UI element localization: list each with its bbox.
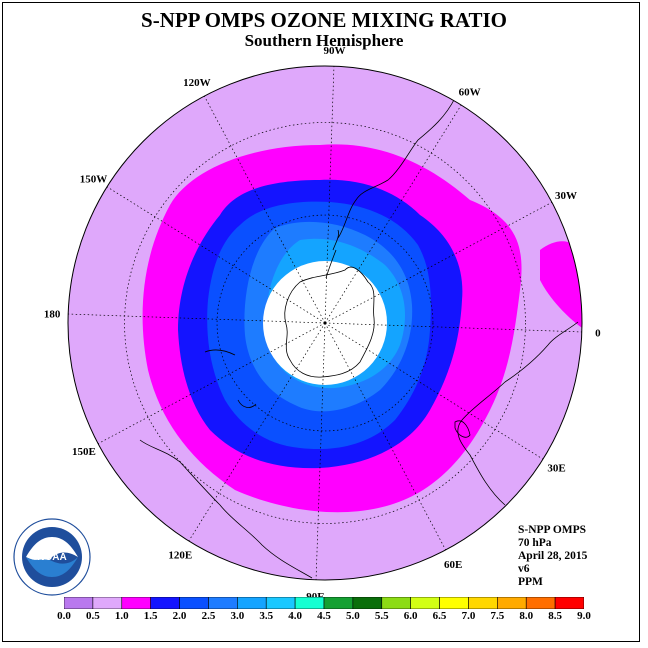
australia-coastline bbox=[139, 439, 313, 579]
graticule bbox=[68, 66, 582, 580]
map-title: S-NPP OMPS OZONE MIXING RATIO bbox=[141, 8, 507, 32]
colorbar-swatch bbox=[525, 597, 556, 609]
map-boundary bbox=[67, 65, 583, 581]
meridian-line bbox=[324, 322, 446, 551]
colorbar-tick-label: 3.5 bbox=[259, 610, 274, 622]
colorbar-swatch bbox=[92, 597, 123, 609]
south-pole-marker bbox=[323, 321, 327, 325]
new-zealand-coastline bbox=[204, 349, 257, 408]
colorbar-swatch bbox=[64, 597, 94, 609]
colorbar-swatch bbox=[439, 597, 469, 609]
colorbar-swatch bbox=[468, 597, 498, 609]
longitude-label: 180 bbox=[44, 308, 61, 320]
meridian-line bbox=[97, 322, 326, 444]
colorbar-tick-label: 4.5 bbox=[317, 610, 331, 622]
longitude-label: 120E bbox=[168, 550, 192, 562]
colorbar-swatch bbox=[381, 597, 411, 609]
colorbar-swatch bbox=[323, 597, 354, 609]
latitude-circle bbox=[124, 122, 526, 524]
colorbar-tick-label: 7.0 bbox=[461, 610, 476, 622]
info-level: 70 hPa bbox=[518, 537, 552, 549]
colorbar-tick-label: 4.0 bbox=[288, 610, 302, 622]
meridian-line bbox=[324, 104, 462, 324]
noaa-logo: NOAA bbox=[12, 517, 92, 597]
info-instrument: S-NPP OMPS bbox=[518, 524, 587, 536]
product-info: S-NPP OMPS 70 hPa April 28, 2015 v6 PPM bbox=[518, 524, 587, 589]
meridian-line bbox=[324, 202, 553, 324]
longitude-label: 150E bbox=[72, 446, 96, 458]
noaa-logo-text: NOAA bbox=[37, 552, 66, 563]
info-units: PPM bbox=[518, 576, 543, 588]
colorbar-swatch bbox=[121, 597, 151, 609]
colorbar-tick-label: 0.0 bbox=[57, 610, 71, 622]
colorbar-swatch bbox=[208, 597, 238, 609]
longitude-label: 90W bbox=[324, 45, 346, 57]
latitude-circle bbox=[216, 214, 434, 432]
colorbar-swatch bbox=[237, 597, 267, 609]
meridian-line bbox=[204, 95, 326, 324]
map-subtitle: Southern Hemisphere bbox=[244, 31, 404, 50]
ozone-contour-1-0-east bbox=[540, 241, 582, 330]
colorbar-tick-label: 2.0 bbox=[172, 610, 187, 622]
colorbar-tick-label: 0.5 bbox=[86, 610, 100, 622]
meridian-line bbox=[324, 322, 544, 460]
colorbar-tick-label: 2.5 bbox=[201, 610, 216, 622]
colorbar-swatch bbox=[294, 597, 325, 609]
colorbar-tick-label: 9.0 bbox=[577, 610, 591, 622]
info-date: April 28, 2015 bbox=[518, 550, 588, 562]
figure-frame bbox=[2, 2, 640, 642]
colorbar-swatch bbox=[554, 597, 584, 609]
meridian-line bbox=[188, 322, 326, 542]
antarctica-coastline bbox=[284, 266, 375, 378]
colorbar bbox=[64, 597, 584, 609]
longitude-label: 60W bbox=[459, 86, 481, 98]
longitude-label: 0 bbox=[595, 328, 601, 340]
colorbar-tick-label: 1.0 bbox=[114, 610, 129, 622]
colorbar-tick-label: 7.5 bbox=[490, 610, 505, 622]
meridian-line bbox=[324, 322, 582, 333]
colorbar-tick-label: 5.0 bbox=[346, 610, 360, 622]
colorbar-tick-label: 6.0 bbox=[403, 610, 418, 622]
colorbar-swatch bbox=[410, 597, 440, 609]
colorbar-swatch bbox=[497, 597, 527, 609]
madagascar-coastline bbox=[454, 420, 471, 438]
longitude-label: 150W bbox=[80, 173, 108, 185]
africa-coastline bbox=[457, 321, 579, 506]
colorbar-tick-label: 5.5 bbox=[374, 610, 389, 622]
colorbar-swatch bbox=[265, 597, 296, 609]
meridian-line bbox=[315, 322, 326, 580]
colorbar-swatch bbox=[352, 597, 383, 609]
colorbar-tick-label: 8.0 bbox=[519, 610, 534, 622]
colorbar-tick-label: 1.5 bbox=[143, 610, 158, 622]
colorbar-swatch bbox=[150, 597, 180, 609]
meridian-line bbox=[68, 313, 326, 324]
colorbar-swatch bbox=[179, 597, 209, 609]
colorbar-tick-label: 8.5 bbox=[548, 610, 562, 622]
antarctic-peninsula-coastline bbox=[325, 229, 339, 279]
colorbar-tick-labels: 0.0 0.5 1.0 1.5 2.0 2.5 3.0 3.5 4.0 4.5 5.0 5.5 6.0 6… bbox=[0, 610, 648, 624]
colorbar-tick-label: 3.0 bbox=[230, 610, 245, 622]
longitude-label: 30W bbox=[555, 190, 577, 202]
longitude-label: 30E bbox=[547, 463, 565, 475]
info-version: v6 bbox=[518, 563, 530, 575]
colorbar-tick-label: 6.5 bbox=[432, 610, 447, 622]
meridian-line bbox=[106, 186, 326, 324]
meridian-line bbox=[324, 66, 335, 324]
noaa-seal-icon: NOAA bbox=[13, 518, 91, 596]
longitude-label: 120W bbox=[183, 77, 211, 89]
longitude-label: 60E bbox=[444, 559, 462, 571]
